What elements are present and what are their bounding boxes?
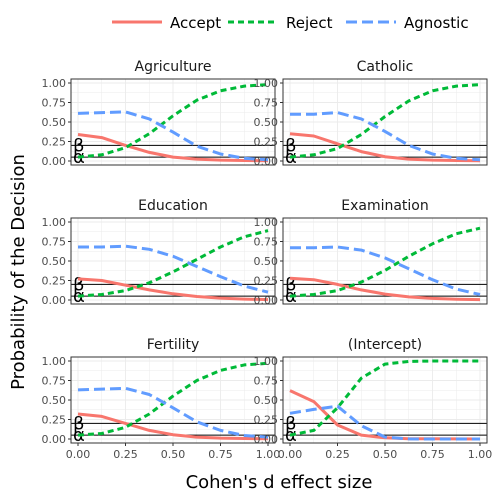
panels: Agricultureβα0.000.250.500.751.00Catholi… <box>42 59 493 461</box>
y-tick-label: 0.75 <box>42 375 67 388</box>
x-tick-label: 0.25 <box>113 448 138 461</box>
y-tick-label: 0.50 <box>42 116 67 129</box>
x-tick-label: 0.75 <box>208 448 233 461</box>
reference-label: β <box>285 413 297 434</box>
x-tick-label: 0.50 <box>373 448 398 461</box>
series-line-agnostic <box>289 404 480 441</box>
x-tick-label: 0.25 <box>325 448 350 461</box>
x-axis-label: Cohen's d effect size <box>186 472 373 493</box>
series-line-accept <box>77 412 269 441</box>
y-tick-label: 0.50 <box>42 255 67 268</box>
y-tick-label: 0.00 <box>254 155 279 168</box>
reference-label: β <box>73 135 85 156</box>
panel-intercept: (Intercept)βα0.000.250.500.751.000.00 0.2… <box>254 337 493 461</box>
series-line-agnostic <box>78 244 269 294</box>
series-line-agnostic <box>290 245 481 296</box>
y-tick-label: 0.25 <box>42 136 67 149</box>
series-line-reject <box>289 359 480 437</box>
y-tick-label: 0.00 <box>42 294 67 307</box>
y-tick-label: 1.00 <box>42 355 67 368</box>
y-tick-label: 0.25 <box>42 275 67 288</box>
panel-title: Catholic <box>357 59 414 75</box>
series-line-reject <box>289 83 481 159</box>
series-line-reject <box>77 229 269 298</box>
y-tick-label: 0.75 <box>42 236 67 249</box>
series-line-accept <box>289 276 481 302</box>
legend-label-reject: Reject <box>286 14 333 32</box>
y-tick-label: 0.50 <box>254 255 279 268</box>
panel-title: Education <box>138 198 208 214</box>
panel-title: Agriculture <box>135 59 212 75</box>
series-line-reject <box>77 83 269 159</box>
reference-label: β <box>285 135 297 156</box>
series-line-accept <box>77 277 269 302</box>
y-tick-label: 0.75 <box>254 375 279 388</box>
y-axis-label: Probability of the Decision <box>8 154 29 390</box>
y-tick-label: 0.50 <box>254 394 279 407</box>
series-line-agnostic <box>290 111 481 162</box>
x-tick-label: 0.75 <box>420 448 445 461</box>
y-tick-label: 1.00 <box>42 77 67 90</box>
series-line-agnostic <box>77 110 269 162</box>
y-tick-label: 0.25 <box>254 275 279 288</box>
y-tick-label: 0.00 <box>254 433 279 446</box>
series-line-agnostic <box>77 386 269 439</box>
x-tick-label: 1.00 <box>468 448 493 461</box>
panel-title: (Intercept) <box>348 337 422 353</box>
y-tick-label: 0.75 <box>254 236 279 249</box>
reference-label: β <box>73 274 85 295</box>
panel-title: Examination <box>341 198 429 214</box>
panel-title: Fertility <box>147 337 200 353</box>
y-tick-label: 1.00 <box>254 77 279 90</box>
y-tick-label: 0.25 <box>42 414 67 427</box>
y-tick-label: 1.00 <box>254 355 279 368</box>
x-tick-label: 0.00 <box>66 448 91 461</box>
y-tick-label: 0.75 <box>254 97 279 110</box>
y-tick-label: 0.25 <box>254 414 279 427</box>
y-tick-label: 0.00 <box>42 155 67 168</box>
series-line-accept <box>77 133 269 163</box>
legend-label-accept: Accept <box>170 14 221 32</box>
series-line-accept <box>289 132 481 163</box>
y-tick-label: 1.00 <box>254 216 279 229</box>
y-tick-label: 0.25 <box>254 136 279 149</box>
y-tick-label: 0.75 <box>42 97 67 110</box>
y-tick-label: 0.00 <box>254 294 279 307</box>
x-tick-label: 1.00 <box>256 448 281 461</box>
y-tick-label: 1.00 <box>42 216 67 229</box>
y-tick-label: 0.50 <box>254 116 279 129</box>
x-tick-label: 0.00 <box>278 448 303 461</box>
series-line-reject <box>289 226 481 298</box>
legend-label-agnostic: Agnostic <box>404 14 469 32</box>
y-tick-label: 0.50 <box>42 394 67 407</box>
reference-label: β <box>73 413 85 434</box>
legend: Accept Reject Agnostic <box>112 14 469 32</box>
series-line-reject <box>77 361 269 437</box>
y-tick-label: 0.00 <box>42 433 67 446</box>
x-tick-label: 0.50 <box>161 448 186 461</box>
reference-label: β <box>285 274 297 295</box>
